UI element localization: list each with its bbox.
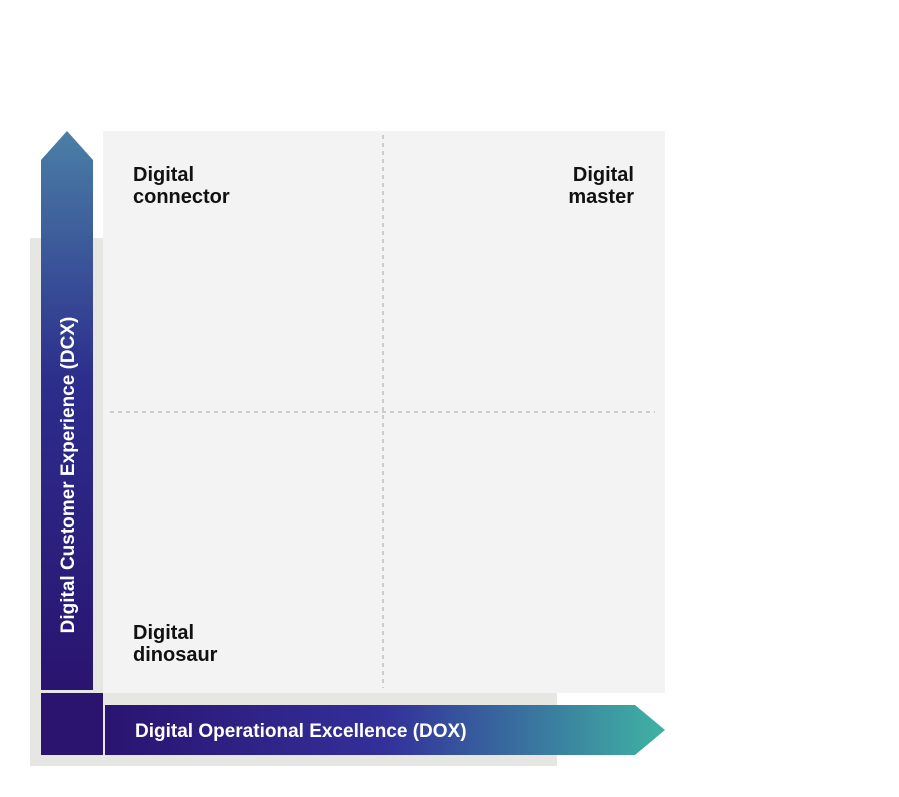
y-axis-arrow xyxy=(41,131,93,690)
x-axis-arrow xyxy=(105,705,665,755)
corner xyxy=(41,693,103,755)
quadrant-label: Digital xyxy=(573,164,634,186)
quadrant-label: dinosaur xyxy=(133,644,218,666)
quadrant-label: connector xyxy=(133,186,230,208)
quadrant-label: Digital xyxy=(133,164,194,186)
x-axis-label: Digital Operational Excellence (DOX) xyxy=(135,721,467,742)
quadrant-label: master xyxy=(568,186,634,208)
y-axis-label: Digital Customer Experience (DCX) xyxy=(58,317,79,634)
quadrant-label: Digital xyxy=(133,622,194,644)
